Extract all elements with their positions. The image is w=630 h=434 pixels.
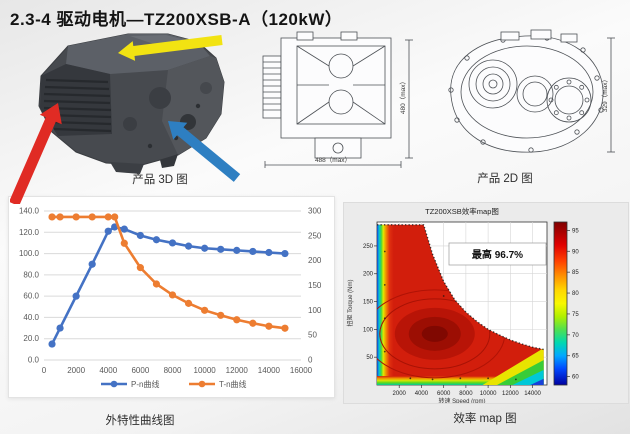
svg-text:2000: 2000: [393, 391, 407, 397]
svg-text:16000: 16000: [290, 366, 313, 375]
svg-text:95: 95: [572, 228, 579, 234]
svg-text:60: 60: [572, 375, 579, 381]
efficiency-map-figure: TZ200XSB效率map图 2000 4000 6000 8000 10000 12000…: [343, 202, 629, 404]
svg-text:300: 300: [308, 207, 322, 216]
svg-text:TZ200XSB效率map图: TZ200XSB效率map图: [425, 206, 499, 216]
efficiency-map-caption: 效率 map 图: [453, 413, 517, 425]
engineering-drawing: 488（max） 480（max）: [262, 29, 615, 168]
svg-text:60.0: 60.0: [23, 292, 39, 301]
svg-text:12000: 12000: [502, 391, 519, 397]
svg-text:4000: 4000: [99, 366, 117, 375]
svg-text:100: 100: [363, 327, 374, 333]
svg-text:20.0: 20.0: [23, 334, 39, 343]
red-arrow: [10, 103, 62, 204]
curve-chart-caption: 外特性曲线图: [105, 415, 175, 427]
svg-text:150: 150: [308, 281, 322, 290]
svg-text:200: 200: [308, 256, 322, 265]
drawing-end-view: 329（max）: [448, 29, 615, 153]
svg-text:250: 250: [308, 231, 322, 240]
dim-width-label: 488（max）: [315, 156, 351, 164]
svg-text:12000: 12000: [226, 366, 249, 375]
product-2d-figure: 488（max） 480（max）: [253, 28, 625, 168]
page-title: 2.3-4 驱动电机—TZ200XSB-A（120kW）: [10, 10, 343, 29]
svg-text:120.0: 120.0: [19, 228, 40, 237]
line-chart-canvas: 0.0 20.0 40.0 60.0 80.0 100.0 120.0 140.0 0 50 100…: [19, 207, 322, 390]
svg-text:最高 96.7%: 最高 96.7%: [472, 248, 523, 261]
svg-text:200: 200: [363, 272, 374, 278]
svg-text:90: 90: [572, 249, 579, 255]
dim-height-label: 480（max）: [399, 78, 407, 114]
svg-text:250: 250: [363, 244, 374, 250]
svg-text:6000: 6000: [437, 391, 451, 397]
svg-text:50: 50: [308, 331, 317, 340]
svg-text:100.0: 100.0: [19, 249, 40, 258]
svg-text:10000: 10000: [480, 391, 497, 397]
performance-curve-chart: 0.0 20.0 40.0 60.0 80.0 100.0 120.0 140.0 0 50 100…: [8, 196, 335, 398]
svg-text:150: 150: [363, 300, 374, 306]
svg-text:2000: 2000: [67, 366, 85, 375]
svg-text:50: 50: [366, 355, 373, 361]
dim-side-height-label: 329（max）: [601, 76, 609, 112]
svg-text:70: 70: [572, 333, 579, 339]
svg-text:65: 65: [572, 354, 579, 360]
svg-text:75: 75: [572, 312, 579, 318]
svg-text:4000: 4000: [415, 391, 429, 397]
svg-text:0.0: 0.0: [28, 356, 40, 365]
svg-text:40.0: 40.0: [23, 313, 39, 322]
svg-text:转速 Speed (rpm): 转速 Speed (rpm): [438, 397, 485, 403]
product-3d-caption: 产品 3D 图: [132, 174, 188, 186]
svg-text:85: 85: [572, 270, 579, 276]
svg-text:0: 0: [42, 366, 47, 375]
svg-text:14000: 14000: [524, 391, 541, 397]
svg-text:P-n曲线: P-n曲线: [131, 379, 159, 389]
drawing-side-view: 488（max） 480（max）: [262, 31, 413, 168]
svg-text:10000: 10000: [194, 366, 217, 375]
svg-text:80.0: 80.0: [23, 270, 39, 279]
motor-body: [38, 33, 225, 174]
svg-text:0: 0: [308, 356, 313, 365]
efficiency-map-canvas: TZ200XSB效率map图 2000 4000 6000 8000 10000 12000…: [346, 206, 579, 403]
svg-text:6000: 6000: [131, 366, 149, 375]
svg-text:14000: 14000: [258, 366, 281, 375]
product-2d-caption: 产品 2D 图: [477, 173, 533, 185]
svg-text:8000: 8000: [164, 366, 182, 375]
svg-text:80: 80: [572, 291, 579, 297]
yellow-arrow: [118, 35, 223, 61]
svg-text:100: 100: [308, 306, 322, 315]
svg-text:8000: 8000: [459, 391, 473, 397]
svg-text:T-n曲线: T-n曲线: [219, 379, 247, 389]
svg-text:140.0: 140.0: [19, 207, 40, 216]
svg-text:扭矩 Torque (Nm): 扭矩 Torque (Nm): [346, 279, 354, 326]
